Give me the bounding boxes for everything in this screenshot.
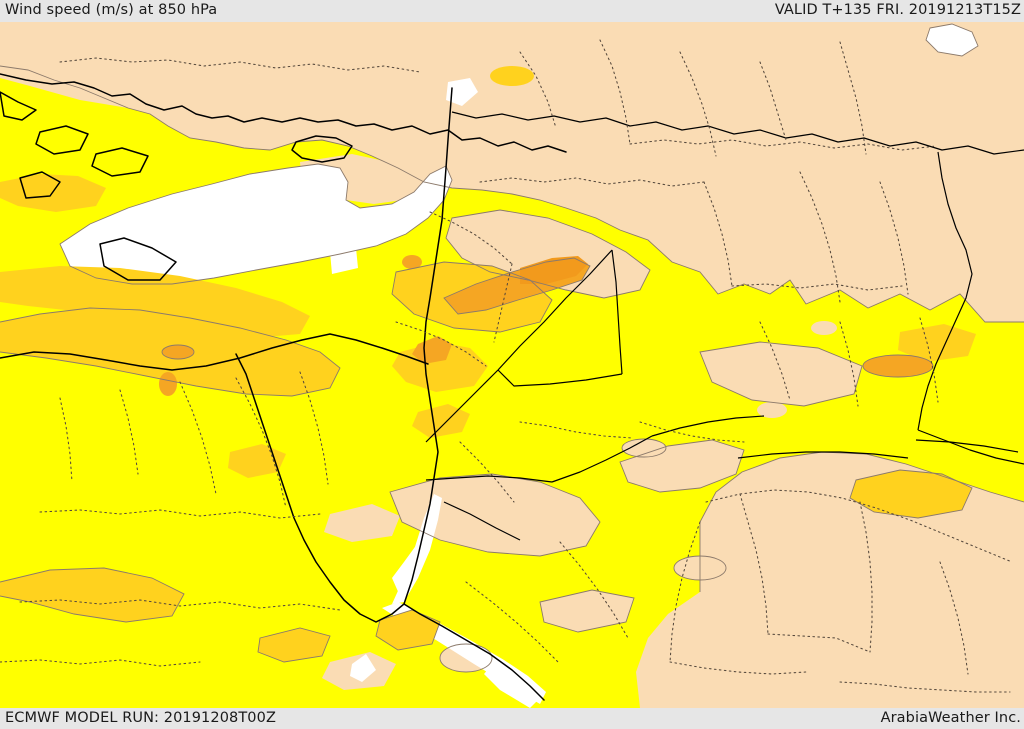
band-low-peach-group [0,22,1024,708]
chart-title: Wind speed (m/s) at 850 hPa [5,2,218,18]
contour-lines [0,23,1024,673]
admin-boundaries [0,39,1013,693]
footer-bar: ECMWF MODEL RUN: 20191208T00Z ArabiaWeat… [0,708,1024,729]
header-bar: Wind speed (m/s) at 850 hPa VALID T+135 … [0,0,1024,22]
coastlines [0,73,1024,701]
provider-credit: ArabiaWeather Inc. [880,710,1021,726]
map-viewport[interactable] [0,22,1024,708]
band-high-orange-group [159,255,933,396]
wind-speed-contour-map [0,22,1024,708]
model-run-label: ECMWF MODEL RUN: 20191208T00Z [5,710,276,726]
valid-time-label: VALID T+135 FRI. 20191213T15Z [774,2,1021,18]
